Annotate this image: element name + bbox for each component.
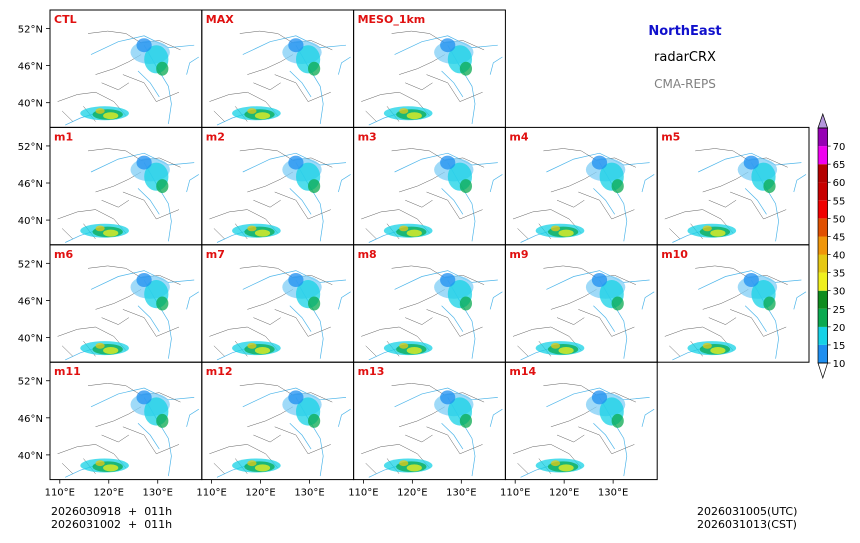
lat-tick-label: 52°N	[18, 259, 43, 270]
map-panel: m12	[201, 361, 355, 481]
lon-tick-label: 130°E	[294, 488, 324, 499]
map-panel: m13	[353, 361, 506, 481]
panel-label: m1	[54, 130, 73, 143]
colorbar-segment	[818, 128, 828, 147]
panel-label: m7	[206, 248, 225, 261]
valid-time-utc: 2026031005(UTC)	[697, 505, 798, 518]
colorbar-level-label: 20	[833, 323, 846, 334]
colorbar-level-label: 70	[833, 142, 846, 153]
lon-tick-label: 120°E	[245, 488, 275, 499]
panel-label: m8	[358, 248, 377, 261]
colorbar-segment	[818, 236, 828, 255]
map-panel: m4	[504, 126, 658, 246]
map-panel: m9	[504, 244, 658, 363]
lat-tick-label: 46°N	[18, 414, 43, 425]
colorbar-level-label: 65	[833, 160, 846, 171]
colorbar-segment	[818, 254, 828, 273]
variable-title: radarCRX	[654, 50, 716, 65]
map-panel: CTL	[49, 9, 203, 128]
colorbar-level-label: 35	[833, 269, 846, 280]
colorbar-segment	[818, 290, 828, 309]
map-panel: m6	[49, 244, 203, 363]
lon-tick-label: 110°E	[196, 488, 226, 499]
lon-tick-label: 120°E	[94, 488, 124, 499]
panel-label: m6	[54, 248, 73, 261]
panel-label: m10	[661, 248, 688, 261]
panel-label: m11	[54, 365, 81, 378]
lat-tick-label: 40°N	[18, 451, 43, 462]
map-panel: m10	[656, 244, 810, 363]
lat-tick-label: 46°N	[18, 296, 43, 307]
panel-label: CTL	[54, 13, 77, 26]
colorbar-min-extension	[817, 362, 829, 380]
map-panel: m2	[201, 126, 355, 246]
colorbar-segment	[818, 326, 828, 345]
map-panel: m8	[353, 244, 506, 363]
lon-tick-label: 110°E	[45, 488, 75, 499]
map-panel: m14	[504, 361, 658, 481]
lat-tick-label: 40°N	[18, 333, 43, 344]
colorbar-level-label: 30	[833, 287, 846, 298]
lon-tick-label: 120°E	[549, 488, 579, 499]
lat-tick-label: 40°N	[18, 99, 43, 110]
panel-label: m9	[509, 248, 528, 261]
colorbar-level-label: 40	[833, 251, 846, 262]
panel-label: m3	[358, 130, 377, 143]
lon-tick-label: 120°E	[397, 488, 427, 499]
init-time-cst: 2026031002 + 011h	[51, 518, 173, 531]
colorbar-segment	[818, 200, 828, 219]
colorbar-level-label: 50	[833, 214, 846, 225]
panel-label: m4	[509, 130, 528, 143]
colorbar-level-label: 10	[833, 359, 846, 370]
colorbar: 10 15 20 25 30 35 40 45 50 55 60 65 70	[817, 112, 846, 380]
colorbar-level-label: 15	[833, 341, 846, 352]
panel-label: m13	[358, 365, 385, 378]
colorbar-segment	[818, 308, 828, 327]
panel-label: m2	[206, 130, 225, 143]
colorbar-segment	[818, 164, 828, 183]
colorbar-segment	[818, 182, 828, 201]
colorbar-max-extension	[817, 112, 829, 129]
panel-label: m5	[661, 130, 680, 143]
lat-tick-label: 52°N	[18, 25, 43, 36]
lat-tick-label: 40°N	[18, 216, 43, 227]
map-panel: MESO_1km	[353, 9, 506, 128]
lon-tick-label: 130°E	[598, 488, 628, 499]
valid-time-cst: 2026031013(CST)	[697, 518, 797, 531]
colorbar-level-label: 25	[833, 305, 846, 316]
panel-label: m14	[509, 365, 536, 378]
colorbar-level-label: 45	[833, 232, 846, 243]
panel-label: m12	[206, 365, 233, 378]
region-title: NorthEast	[648, 24, 722, 39]
colorbar-segment	[818, 344, 828, 363]
lat-tick-label: 52°N	[18, 377, 43, 388]
lat-tick-label: 52°N	[18, 142, 43, 153]
panel-label: MAX	[206, 13, 234, 26]
lon-tick-label: 130°E	[446, 488, 476, 499]
map-panel: MAX	[201, 9, 355, 128]
lon-tick-label: 110°E	[500, 488, 530, 499]
map-panel: m11	[49, 361, 203, 481]
map-panel: m5	[656, 126, 810, 246]
lat-tick-label: 46°N	[18, 179, 43, 190]
panel-label: MESO_1km	[358, 13, 426, 26]
colorbar-level-label: 55	[833, 196, 846, 207]
map-panel: m1	[49, 126, 203, 246]
lon-tick-label: 130°E	[143, 488, 173, 499]
map-panel: m3	[353, 126, 506, 246]
source-title: CMA-REPS	[654, 77, 716, 91]
colorbar-level-label: 60	[833, 178, 846, 189]
colorbar-segment	[818, 218, 828, 237]
colorbar-segment	[818, 272, 828, 291]
lat-tick-label: 46°N	[18, 62, 43, 73]
lon-tick-label: 110°E	[348, 488, 378, 499]
init-time-utc: 2026030918 + 011h	[51, 505, 173, 518]
colorbar-segment	[818, 146, 828, 165]
map-panel: m7	[201, 244, 355, 363]
